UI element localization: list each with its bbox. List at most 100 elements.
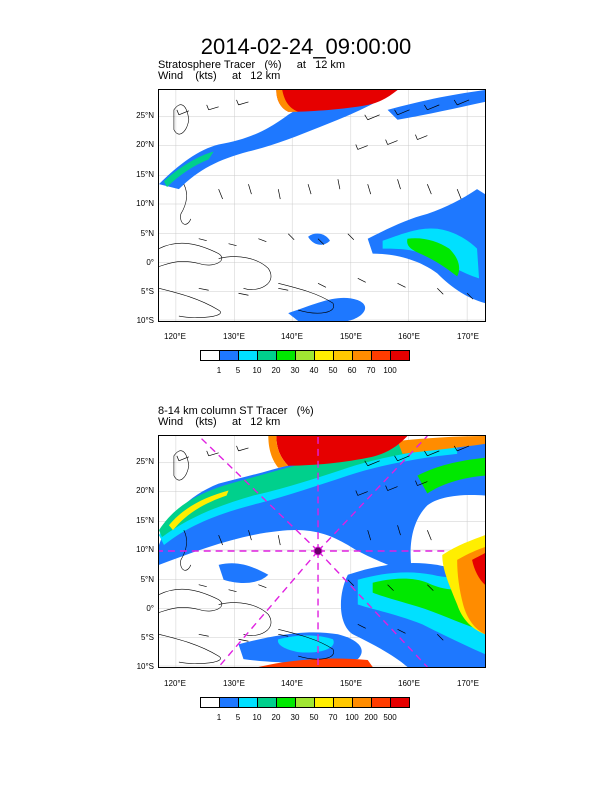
panel2-map-svg: [159, 436, 485, 667]
colorbar-swatch: [219, 697, 239, 708]
colorbar-label: 30: [290, 366, 300, 375]
panel2-lat-label: 5°N: [140, 575, 154, 584]
panel2-colorbar: [200, 697, 410, 708]
colorbar-swatch: [333, 350, 353, 361]
panel1-map-svg: [159, 90, 485, 321]
colorbar-label: 5: [235, 366, 241, 375]
colorbar-swatch: [276, 350, 296, 361]
panel2-lon-label: 170°E: [457, 679, 479, 688]
colorbar-label: 50: [328, 366, 338, 375]
colorbar-swatch: [390, 350, 410, 361]
panel2-lon-label: 130°E: [223, 679, 245, 688]
colorbar-label: 70: [366, 366, 376, 375]
colorbar-swatch: [257, 350, 277, 361]
panel2-lat-label: 25°N: [136, 457, 154, 466]
panel2-lon-label: 150°E: [340, 679, 362, 688]
colorbar-swatch: [352, 697, 372, 708]
panel2-title-line1: 8-14 km column ST Tracer (%): [158, 405, 314, 417]
panel1-tracer-cyan-edge: [163, 151, 214, 188]
panel1-tracer-red-top: [276, 90, 398, 112]
colorbar-label: 5: [235, 713, 241, 722]
colorbar-label: 50: [309, 713, 319, 722]
colorbar-label: 200: [364, 713, 378, 722]
panel1-title-line1: Stratosphere Tracer (%) at 12 km: [158, 59, 346, 71]
colorbar-label: 500: [383, 713, 397, 722]
panel2-tracer-cyan-south: [277, 635, 334, 653]
panel2-tracer-red-bottom: [258, 658, 373, 667]
colorbar-label: 100: [345, 713, 359, 722]
panel2-tracer-green-ne: [417, 457, 485, 494]
panel2-map: [158, 435, 486, 668]
panel2-cross-section-lines: [159, 436, 448, 667]
panel2-tracer-blue-band: [159, 436, 485, 575]
colorbar-swatch: [238, 697, 258, 708]
panel2-lat-label: 0°: [146, 604, 154, 613]
colorbar-swatch: [295, 697, 315, 708]
panel2-lat-label: 20°N: [136, 486, 154, 495]
panel1-colorbar: [200, 350, 410, 361]
colorbar-label: 20: [271, 366, 281, 375]
panel1-lat-label: 20°N: [136, 140, 154, 149]
panel1-tracer-blue-south: [288, 297, 366, 321]
panel2-lat-label: 15°N: [136, 516, 154, 525]
colorbar-label: 30: [290, 713, 300, 722]
colorbar-swatch: [257, 697, 277, 708]
panel1-map: [158, 89, 486, 322]
panel2-coastlines: [159, 450, 334, 664]
panel1-lon-label: 130°E: [223, 332, 245, 341]
panel1-lat-label: 10°S: [136, 316, 154, 325]
panel1-lon-label: 170°E: [457, 332, 479, 341]
panel1-lon-label: 120°E: [164, 332, 186, 341]
panel2-tracer-orange-ne: [397, 436, 485, 454]
panel1-lat-label: 25°N: [136, 111, 154, 120]
panel2-tracer-orange-top-edge: [268, 436, 289, 468]
panel2-lon-label: 140°E: [281, 679, 303, 688]
panel2-lat-label: 10°S: [136, 662, 154, 671]
colorbar-label: 1: [216, 713, 222, 722]
panel1-lat-label: 5°N: [140, 229, 154, 238]
panel2-lat-label: 10°N: [136, 545, 154, 554]
panel2-tracer-red-east: [472, 552, 485, 585]
colorbar-swatch: [371, 350, 391, 361]
panel1-lon-label: 150°E: [340, 332, 362, 341]
panel2-tracer-yellow-band: [168, 490, 229, 531]
panel2-tracer-blue-west: [218, 563, 269, 584]
colorbar-swatch: [200, 350, 220, 361]
panel2-lon-label: 120°E: [164, 679, 186, 688]
panel2-tracer-red-top: [276, 436, 408, 466]
panel1-wind-barbs: [176, 99, 474, 300]
panel1-lat-label: 0°: [146, 258, 154, 267]
panel1-tracer-blue-band: [159, 90, 398, 190]
colorbar-swatch: [219, 350, 239, 361]
colorbar-label: 1: [216, 366, 222, 375]
panel1-lat-label: 10°N: [136, 199, 154, 208]
panel1-tracer-green-east: [407, 238, 460, 277]
panel1-coastlines: [159, 104, 334, 318]
colorbar-label: 70: [328, 713, 338, 722]
colorbar-swatch: [314, 350, 334, 361]
panel1-lon-label: 140°E: [281, 332, 303, 341]
colorbar-label: 20: [271, 713, 281, 722]
panel2-wind-barbs: [176, 445, 470, 642]
panel2-center-marker: [313, 546, 323, 556]
panel1-tracer-blue-west: [308, 233, 330, 245]
main-title: 2014-02-24_09:00:00: [200, 34, 412, 59]
colorbar-swatch: [295, 350, 315, 361]
colorbar-swatch: [238, 350, 258, 361]
panel1-lon-label: 160°E: [398, 332, 420, 341]
panel2-lon-label: 160°E: [398, 679, 420, 688]
panel1-title-line2: Wind (kts) at 12 km: [158, 70, 281, 82]
colorbar-label: 10: [252, 366, 262, 375]
colorbar-swatch: [314, 697, 334, 708]
colorbar-swatch: [276, 697, 296, 708]
colorbar-label: 10: [252, 713, 262, 722]
colorbar-swatch: [333, 697, 353, 708]
panel1-lat-label: 5°S: [141, 287, 154, 296]
colorbar-swatch: [352, 350, 372, 361]
colorbar-swatch: [390, 697, 410, 708]
colorbar-swatch: [200, 697, 220, 708]
colorbar-swatch: [371, 697, 391, 708]
colorbar-label: 40: [309, 366, 319, 375]
panel2-lat-label: 5°S: [141, 633, 154, 642]
colorbar-label: 100: [383, 366, 397, 375]
